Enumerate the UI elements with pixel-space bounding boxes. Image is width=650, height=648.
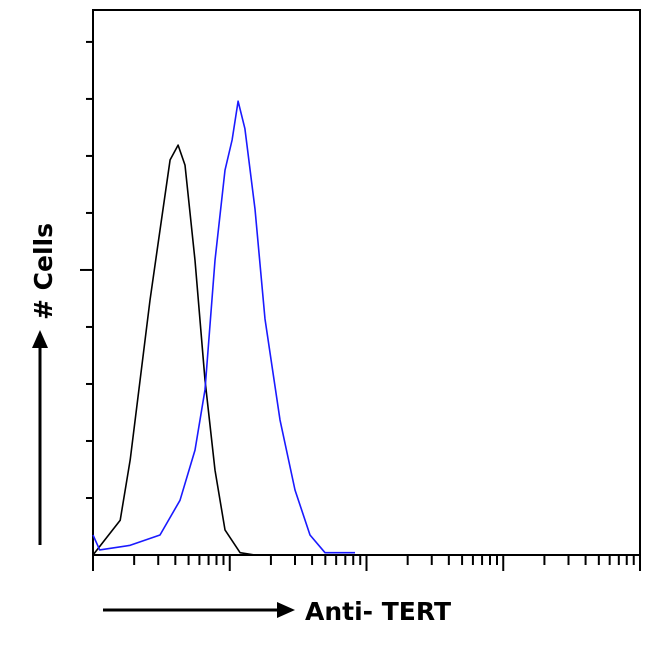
- histogram-series-2: [92, 100, 355, 554]
- y-arrow-head-icon: [32, 330, 48, 348]
- x-arrow-head-icon: [277, 602, 295, 618]
- x-axis-label: Anti- TERT: [305, 597, 451, 626]
- y-axis-label: # Cells: [29, 223, 58, 320]
- plot-frame: [92, 9, 641, 556]
- histogram-series-1: [92, 144, 256, 556]
